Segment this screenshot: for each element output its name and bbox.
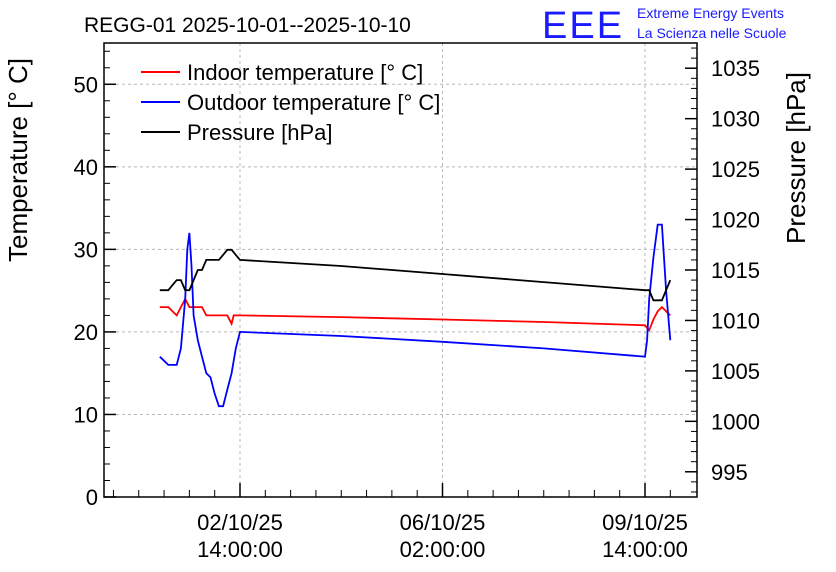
legend-label: Outdoor temperature [° C]: [187, 90, 440, 115]
series-layer: [159, 223, 672, 408]
y-axis-label: Temperature [° C]: [3, 58, 33, 262]
y2-tick-label: 1000: [711, 409, 760, 434]
y2-tick-label: 995: [711, 460, 748, 485]
x-tick-label-date: 02/10/25: [197, 510, 283, 535]
y-tick-label: 50: [74, 72, 98, 97]
y-tick-label: 30: [74, 237, 98, 262]
y-tick-label: 10: [74, 402, 98, 427]
y-tick-label: 40: [74, 155, 98, 180]
y2-tick-label: 1015: [711, 258, 760, 283]
eee-logo-line2: La Scienza nelle Scuole: [637, 25, 787, 41]
x-tick-label-date: 09/10/25: [602, 510, 688, 535]
axes: 0102030405099510001005101010151020102510…: [74, 47, 760, 562]
x-tick-label-time: 02:00:00: [400, 537, 486, 562]
x-tick-label-time: 14:00:00: [602, 537, 688, 562]
series-line-indoor: [159, 296, 671, 333]
y2-tick-label: 1025: [711, 157, 760, 182]
x-tick-label-date: 06/10/25: [400, 510, 486, 535]
y-tick-label: 0: [86, 485, 98, 510]
legend-label: Indoor temperature [° C]: [187, 60, 423, 85]
legend: Indoor temperature [° C] Outdoor temperat…: [141, 60, 440, 145]
eee-logo-line1: Extreme Energy Events: [637, 5, 784, 21]
eee-logo-letters: EEE: [542, 5, 624, 47]
y2-tick-label: 1035: [711, 56, 760, 81]
y2-tick-label: 1020: [711, 208, 760, 233]
y2-axis-label: Pressure [hPa]: [781, 72, 811, 244]
eee-logo: EEE Extreme Energy Events La Scienza nel…: [542, 5, 787, 47]
x-tick-label-time: 14:00:00: [197, 537, 283, 562]
y2-tick-label: 1010: [711, 308, 760, 333]
series-line-outdoor: [159, 223, 672, 408]
y2-tick-label: 1030: [711, 107, 760, 132]
chart-title: REGG-01 2025-10-01--2025-10-10: [84, 14, 411, 37]
y2-tick-label: 1005: [711, 359, 760, 384]
series-line-pressure: [159, 248, 672, 302]
grid-lines: [104, 43, 697, 497]
legend-label: Pressure [hPa]: [187, 120, 333, 145]
y-tick-label: 20: [74, 320, 98, 345]
